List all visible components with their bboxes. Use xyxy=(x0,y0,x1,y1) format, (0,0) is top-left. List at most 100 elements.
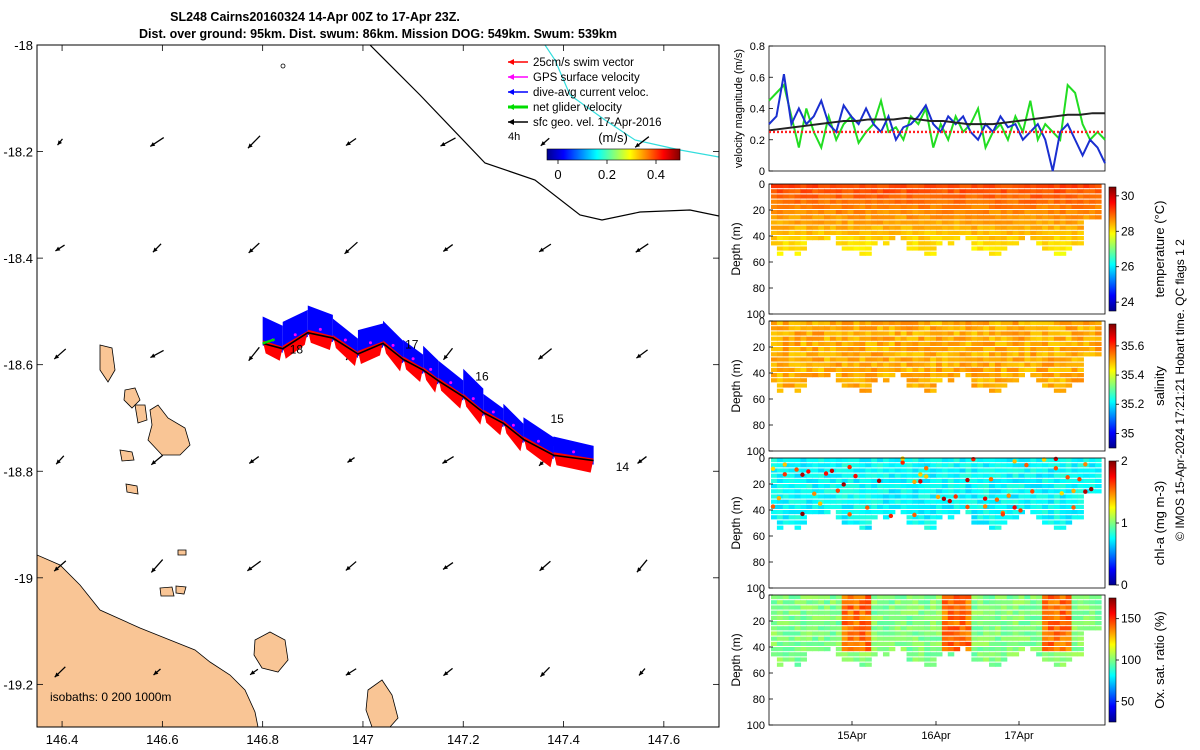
profile-cell xyxy=(977,362,984,367)
profile-cell xyxy=(782,621,790,626)
profile-cell xyxy=(1089,194,1096,199)
profile-cell xyxy=(959,341,967,346)
colorbar-tick-label: 0 xyxy=(1121,578,1128,592)
profile-cell xyxy=(947,631,955,636)
profile-cell xyxy=(994,657,1002,662)
profile-cell xyxy=(1065,636,1073,641)
profile-cell xyxy=(1036,510,1043,515)
profile-cell xyxy=(1012,378,1020,383)
profile-cell xyxy=(983,647,990,652)
profile-cell xyxy=(1047,336,1055,341)
profile-cell xyxy=(912,347,919,352)
profile-cell xyxy=(859,504,866,509)
profile-cell xyxy=(1030,458,1037,463)
profile-cell xyxy=(1012,194,1020,199)
profile-cell xyxy=(971,230,978,235)
profile-cell xyxy=(989,520,996,525)
profile-cell xyxy=(853,478,860,483)
profile-cell xyxy=(941,631,949,636)
profile-cell xyxy=(983,241,990,246)
profile-cell xyxy=(824,610,831,615)
profile-cell xyxy=(812,595,819,600)
profile-cell xyxy=(865,610,872,615)
profile-cell xyxy=(829,220,837,225)
map-frame xyxy=(36,44,720,728)
profile-cell xyxy=(941,189,949,194)
profile-cell xyxy=(782,610,790,615)
profile-cell xyxy=(841,215,849,220)
current-arrow-head xyxy=(636,353,642,359)
profile-cell xyxy=(1024,615,1031,620)
profile-cell xyxy=(1053,499,1061,504)
profile-cell xyxy=(877,631,884,636)
profile-cell xyxy=(871,510,878,515)
profile-cell xyxy=(1036,641,1043,646)
profile-cell xyxy=(806,331,813,336)
profile-cell xyxy=(1047,515,1055,520)
profile-cell xyxy=(829,489,837,494)
profile-cell xyxy=(824,341,831,346)
profile-cell xyxy=(788,225,796,230)
profile-cell xyxy=(818,189,825,194)
profile-cell xyxy=(912,321,919,326)
profile-cell xyxy=(912,204,919,209)
profile-cell xyxy=(788,636,796,641)
profile-cell xyxy=(788,473,796,478)
profile-cell xyxy=(812,326,819,331)
profile-cell xyxy=(865,352,872,357)
profile-cell xyxy=(941,225,949,230)
profile-cell xyxy=(806,367,813,372)
profile-cell xyxy=(971,204,978,209)
profile-cell xyxy=(818,641,825,646)
current-arrow-head xyxy=(249,459,255,464)
profile-cell xyxy=(1036,463,1043,468)
map-y-tick-label: -18.6 xyxy=(3,358,33,373)
profile-cell xyxy=(841,463,849,468)
profile-cell xyxy=(788,184,796,189)
profile-cell xyxy=(930,510,937,515)
profile-cell xyxy=(994,215,1002,220)
profile-cell xyxy=(835,194,843,199)
profile-cell xyxy=(989,220,996,225)
current-arrow-head xyxy=(637,458,643,464)
profile-cell xyxy=(1065,230,1073,235)
profile-cell xyxy=(894,626,902,631)
profile-cell xyxy=(853,241,860,246)
profile-cell xyxy=(1065,458,1073,463)
profile-cell xyxy=(912,225,919,230)
profile-cell xyxy=(800,357,807,362)
profile-cell xyxy=(1059,210,1067,215)
profile-cell xyxy=(1089,321,1096,326)
profile-cell xyxy=(824,489,831,494)
profile-cell xyxy=(1030,494,1037,499)
current-arrow-head xyxy=(347,458,353,463)
profile-cell xyxy=(865,626,872,631)
profile-cell xyxy=(936,458,943,463)
profile-cell xyxy=(829,605,837,610)
profile-cell xyxy=(918,230,925,235)
profile-cell xyxy=(971,362,978,367)
profile-cell xyxy=(847,510,855,515)
profile-cell xyxy=(1024,631,1031,636)
profile-cell xyxy=(782,230,790,235)
profile-cell xyxy=(1071,204,1079,209)
profile-cell xyxy=(835,204,843,209)
profile-cell xyxy=(859,657,866,662)
profile-cell xyxy=(859,204,866,209)
profile-cell xyxy=(888,331,896,336)
profile-cell xyxy=(959,230,967,235)
profile-cell xyxy=(912,510,919,515)
profile-cell xyxy=(989,605,996,610)
profile-cell xyxy=(771,631,778,636)
profile-cell xyxy=(847,383,855,388)
profile-cell xyxy=(1042,657,1049,662)
profile-cell xyxy=(1095,341,1102,346)
profile-cell xyxy=(936,652,943,657)
profile-cell xyxy=(877,458,884,463)
profile-cell xyxy=(835,510,843,515)
profile-cell xyxy=(1018,626,1025,631)
profile-cell xyxy=(1089,336,1096,341)
profile-cell xyxy=(812,362,819,367)
profile-cell xyxy=(1006,367,1014,372)
